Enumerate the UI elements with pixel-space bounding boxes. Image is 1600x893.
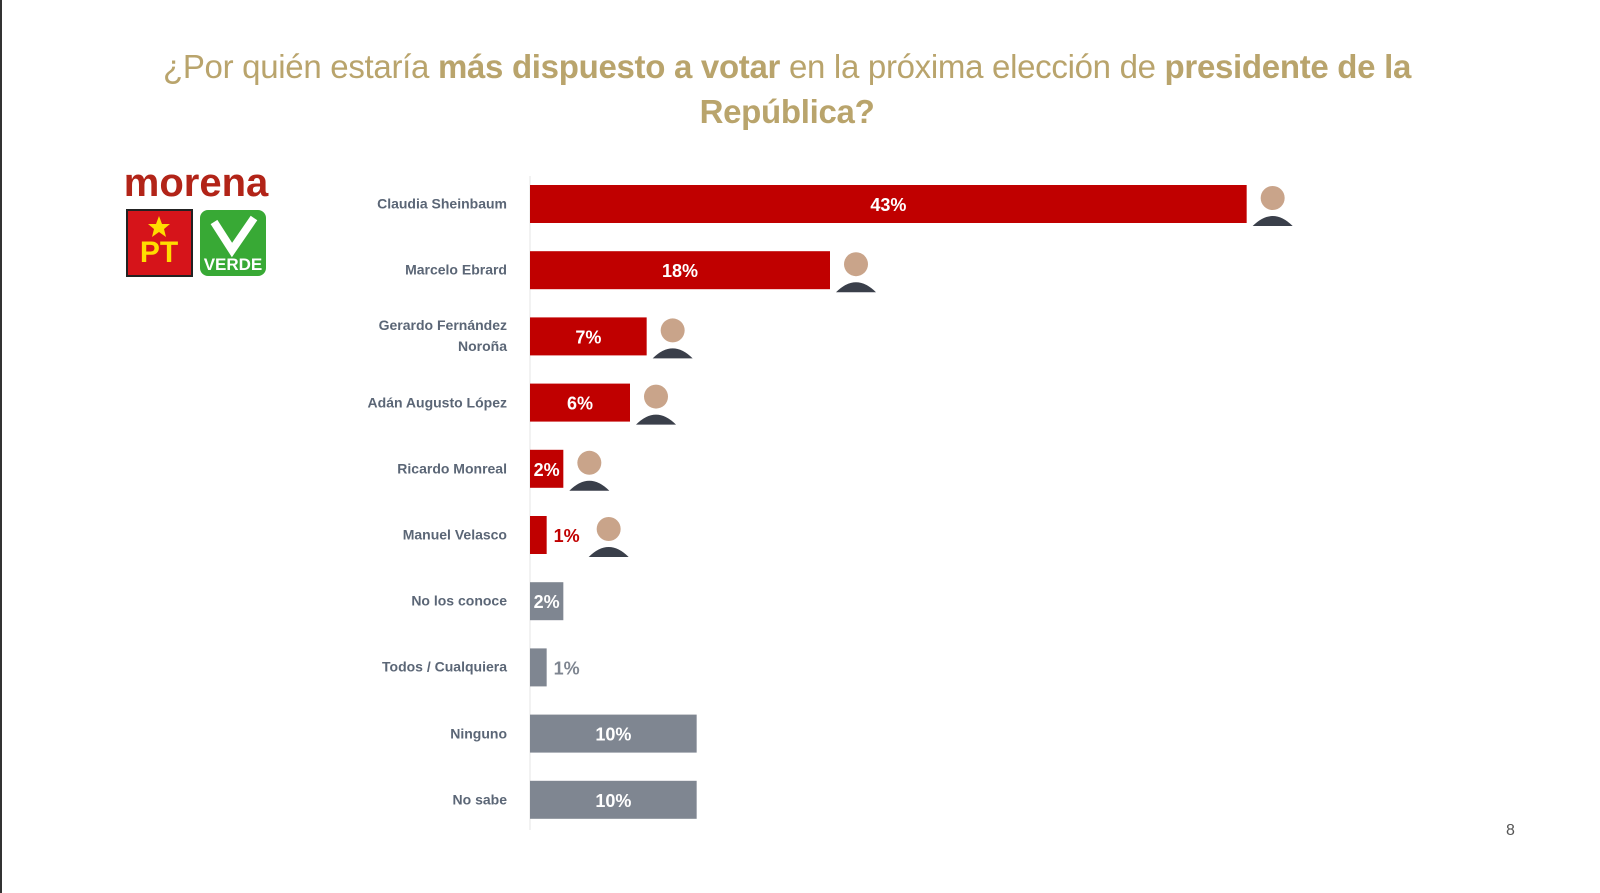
candidate-photo [644,384,668,409]
page-number: 8 [1506,822,1515,839]
value-label: 10% [595,791,631,811]
category-label: Adán Augusto López [367,394,507,411]
value-label: 7% [575,327,601,347]
category-label: Manuel Velasco [402,526,507,543]
candidate-photo [596,517,621,541]
bar [530,317,647,356]
logo-morena: morena [124,161,269,205]
value-label: 43% [870,195,906,215]
candidate-photo [569,480,610,491]
title-run: ¿Por quién estaría [162,48,438,85]
value-label: 6% [567,394,593,414]
candidate-photo [836,282,876,293]
title-run: presidente de la República? [699,48,1412,130]
logo-verde-check [210,215,258,258]
bar [530,780,697,819]
value-label: 2% [534,592,560,612]
value-label: 18% [662,261,698,281]
value-label: 2% [534,460,560,480]
title-run: más dispuesto a votar [437,48,781,85]
bar [530,449,564,488]
logo-pt: PT [140,236,178,269]
bar [530,251,830,290]
bar [530,582,564,621]
chart-title: ¿Por quién estaría más dispuesto a votar… [137,44,1437,134]
value-label: 1% [554,658,580,678]
value-label: 10% [595,725,631,745]
category-label: No los conoce [411,592,507,609]
candidate-photo [660,318,685,343]
bar [530,516,547,554]
bar [530,648,547,687]
candidate-photo [588,547,629,557]
candidate-photo [652,348,693,359]
candidate-photo [1252,216,1293,226]
value-label: 1% [554,526,580,546]
bar [530,714,697,753]
category-label: Ricardo Monreal [397,460,507,477]
bar [530,383,630,422]
category-label: No sabe [452,791,507,808]
logo-verde: VERDE [204,255,263,274]
bar [530,185,1247,223]
candidate-photo [577,450,602,475]
category-label: Ninguno [450,725,507,742]
title-run: en la próxima elección de [780,48,1165,85]
category-label: Todos / Cualquiera [382,658,507,675]
logo-star [148,216,170,237]
category-label: Marcelo Ebrard [405,261,507,278]
candidate-photo [636,414,676,425]
logo-pt-box [126,209,193,277]
category-label: Claudia Sheinbaum [377,195,507,212]
category-label: Gerardo Fernández Noroña [378,317,507,355]
candidate-photo [1260,186,1285,210]
candidate-photo [844,252,868,277]
